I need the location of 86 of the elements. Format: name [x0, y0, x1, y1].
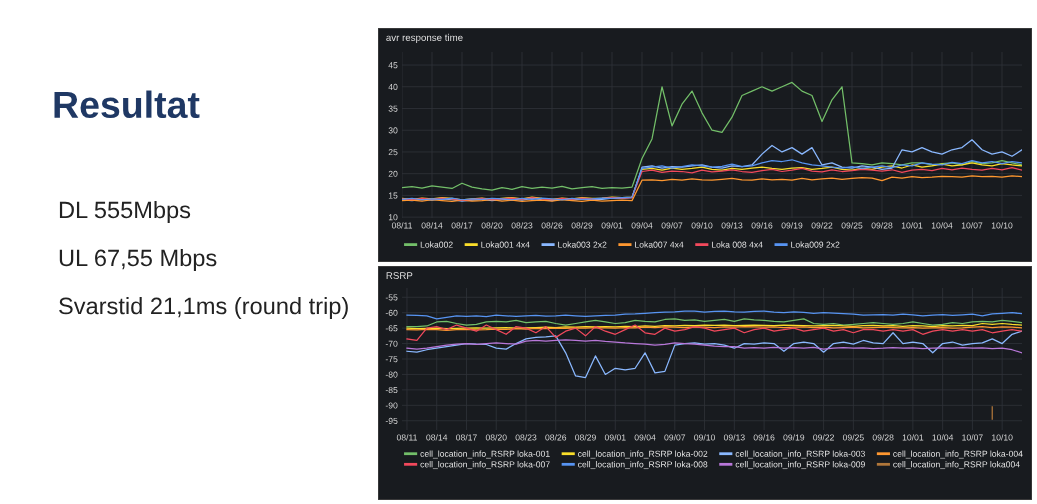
x-tick-label: 08/14: [421, 222, 443, 229]
x-tick-label: 09/22: [813, 434, 834, 441]
legend-label: cell_location_info_RSRP loka-003: [735, 450, 865, 459]
y-tick-label: -95: [385, 417, 398, 424]
text: Svarstid 21,1ms (round trip): [59, 296, 348, 319]
legend-label: cell_location_info_RSRP loka-007: [420, 461, 550, 470]
legend-label: cell_location_info_RSRP loka-002: [578, 450, 708, 459]
x-tick-label: 08/29: [575, 434, 596, 441]
legend-label: cell_location_info_RSRP loka004: [893, 461, 1020, 470]
line-series: [406, 339, 1022, 354]
line-series: [406, 324, 1022, 342]
x-tick-label: 10/04: [931, 222, 953, 229]
x-tick-label: 09/25: [841, 222, 863, 229]
x-tick-label: 09/07: [664, 434, 686, 441]
chart-title: avr response time: [386, 33, 463, 43]
y-tick-label: -85: [385, 386, 398, 394]
x-tick-label: 09/13: [723, 434, 745, 441]
legend-label: Loka002: [420, 241, 453, 248]
text: UL 67,55 Mbps: [59, 249, 217, 272]
y-tick-label: 45: [388, 62, 398, 69]
x-tick-label: 09/22: [811, 222, 833, 229]
x-tick-label: 09/16: [753, 434, 775, 441]
x-tick-label: 09/10: [691, 222, 713, 229]
legend-label: Loka 008 4x4: [711, 241, 763, 248]
x-tick-label: 08/26: [541, 222, 563, 229]
x-tick-label: 09/01: [604, 434, 626, 441]
x-tick-label: 09/04: [634, 434, 656, 441]
chart-title: RSRP: [386, 272, 413, 279]
legend-label: Loka001 4x4: [481, 241, 530, 248]
x-tick-label: 08/26: [545, 434, 567, 441]
x-tick-label: 08/11: [391, 222, 413, 229]
legend-label: Loka007 4x4: [635, 241, 684, 248]
x-tick-label: 08/29: [571, 222, 593, 229]
x-tick-label: 09/19: [781, 222, 803, 229]
line-series: [406, 310, 1022, 320]
x-tick-label: 10/07: [962, 434, 983, 441]
y-tick-label: -90: [385, 402, 398, 409]
legend-label: cell_location_info_RSRP loka-004: [893, 450, 1023, 459]
x-tick-label: 09/04: [631, 222, 653, 229]
line-series: [406, 318, 1022, 328]
x-tick-label: 10/01: [902, 434, 924, 441]
y-tick-label: 10: [388, 214, 398, 221]
x-tick-label: 09/16: [751, 222, 773, 229]
y-tick-label: -80: [385, 371, 398, 378]
y-tick-label: -65: [385, 325, 398, 332]
legend-label: Loka003 2x2: [558, 241, 607, 248]
x-tick-label: 09/25: [842, 434, 864, 441]
x-tick-label: 10/10: [992, 434, 1013, 441]
legend-label: cell_location_info_RSRP loka-001: [420, 450, 550, 459]
legend-label: cell_location_info_RSRP loka-009: [735, 461, 865, 470]
y-tick-label: -60: [385, 309, 398, 316]
y-tick-label: 30: [388, 127, 398, 134]
x-tick-label: 09/13: [721, 222, 743, 229]
x-tick-label: 08/14: [426, 434, 448, 441]
x-tick-label: 10/10: [991, 222, 1013, 229]
legend-label: Loka009 2x2: [791, 241, 840, 248]
legend-label: cell_location_info_RSRP loka-008: [578, 461, 708, 470]
y-tick-label: -55: [385, 294, 398, 301]
x-tick-label: 09/19: [783, 434, 805, 441]
x-tick-label: 09/07: [661, 222, 683, 229]
y-tick-label: 20: [388, 170, 398, 177]
y-tick-label: -75: [385, 356, 398, 363]
text: Resultat: [54, 90, 200, 119]
x-tick-label: 08/23: [511, 222, 533, 229]
line-series: [402, 81, 1022, 191]
x-tick-label: 08/20: [481, 222, 503, 229]
x-tick-label: 10/01: [901, 222, 923, 229]
x-tick-label: 09/28: [872, 434, 894, 441]
x-tick-label: 08/17: [456, 434, 477, 441]
text: DL 555Mbps: [59, 200, 191, 223]
y-tick-label: 40: [388, 83, 398, 90]
x-tick-label: 09/28: [871, 222, 893, 229]
x-tick-label: 10/07: [961, 222, 983, 229]
x-tick-label: 08/11: [396, 434, 417, 441]
x-tick-label: 08/17: [451, 222, 473, 229]
y-tick-label: -70: [385, 340, 398, 347]
x-tick-label: 10/04: [932, 434, 954, 441]
line-series: [406, 330, 1022, 379]
x-tick-label: 08/23: [515, 434, 537, 441]
line-series: [402, 175, 1022, 203]
y-tick-label: 15: [388, 192, 398, 199]
y-tick-label: 35: [388, 105, 398, 112]
x-tick-label: 08/20: [485, 434, 507, 441]
y-tick-label: 25: [388, 149, 398, 156]
x-tick-label: 09/01: [601, 222, 623, 229]
x-tick-label: 09/10: [694, 434, 715, 441]
